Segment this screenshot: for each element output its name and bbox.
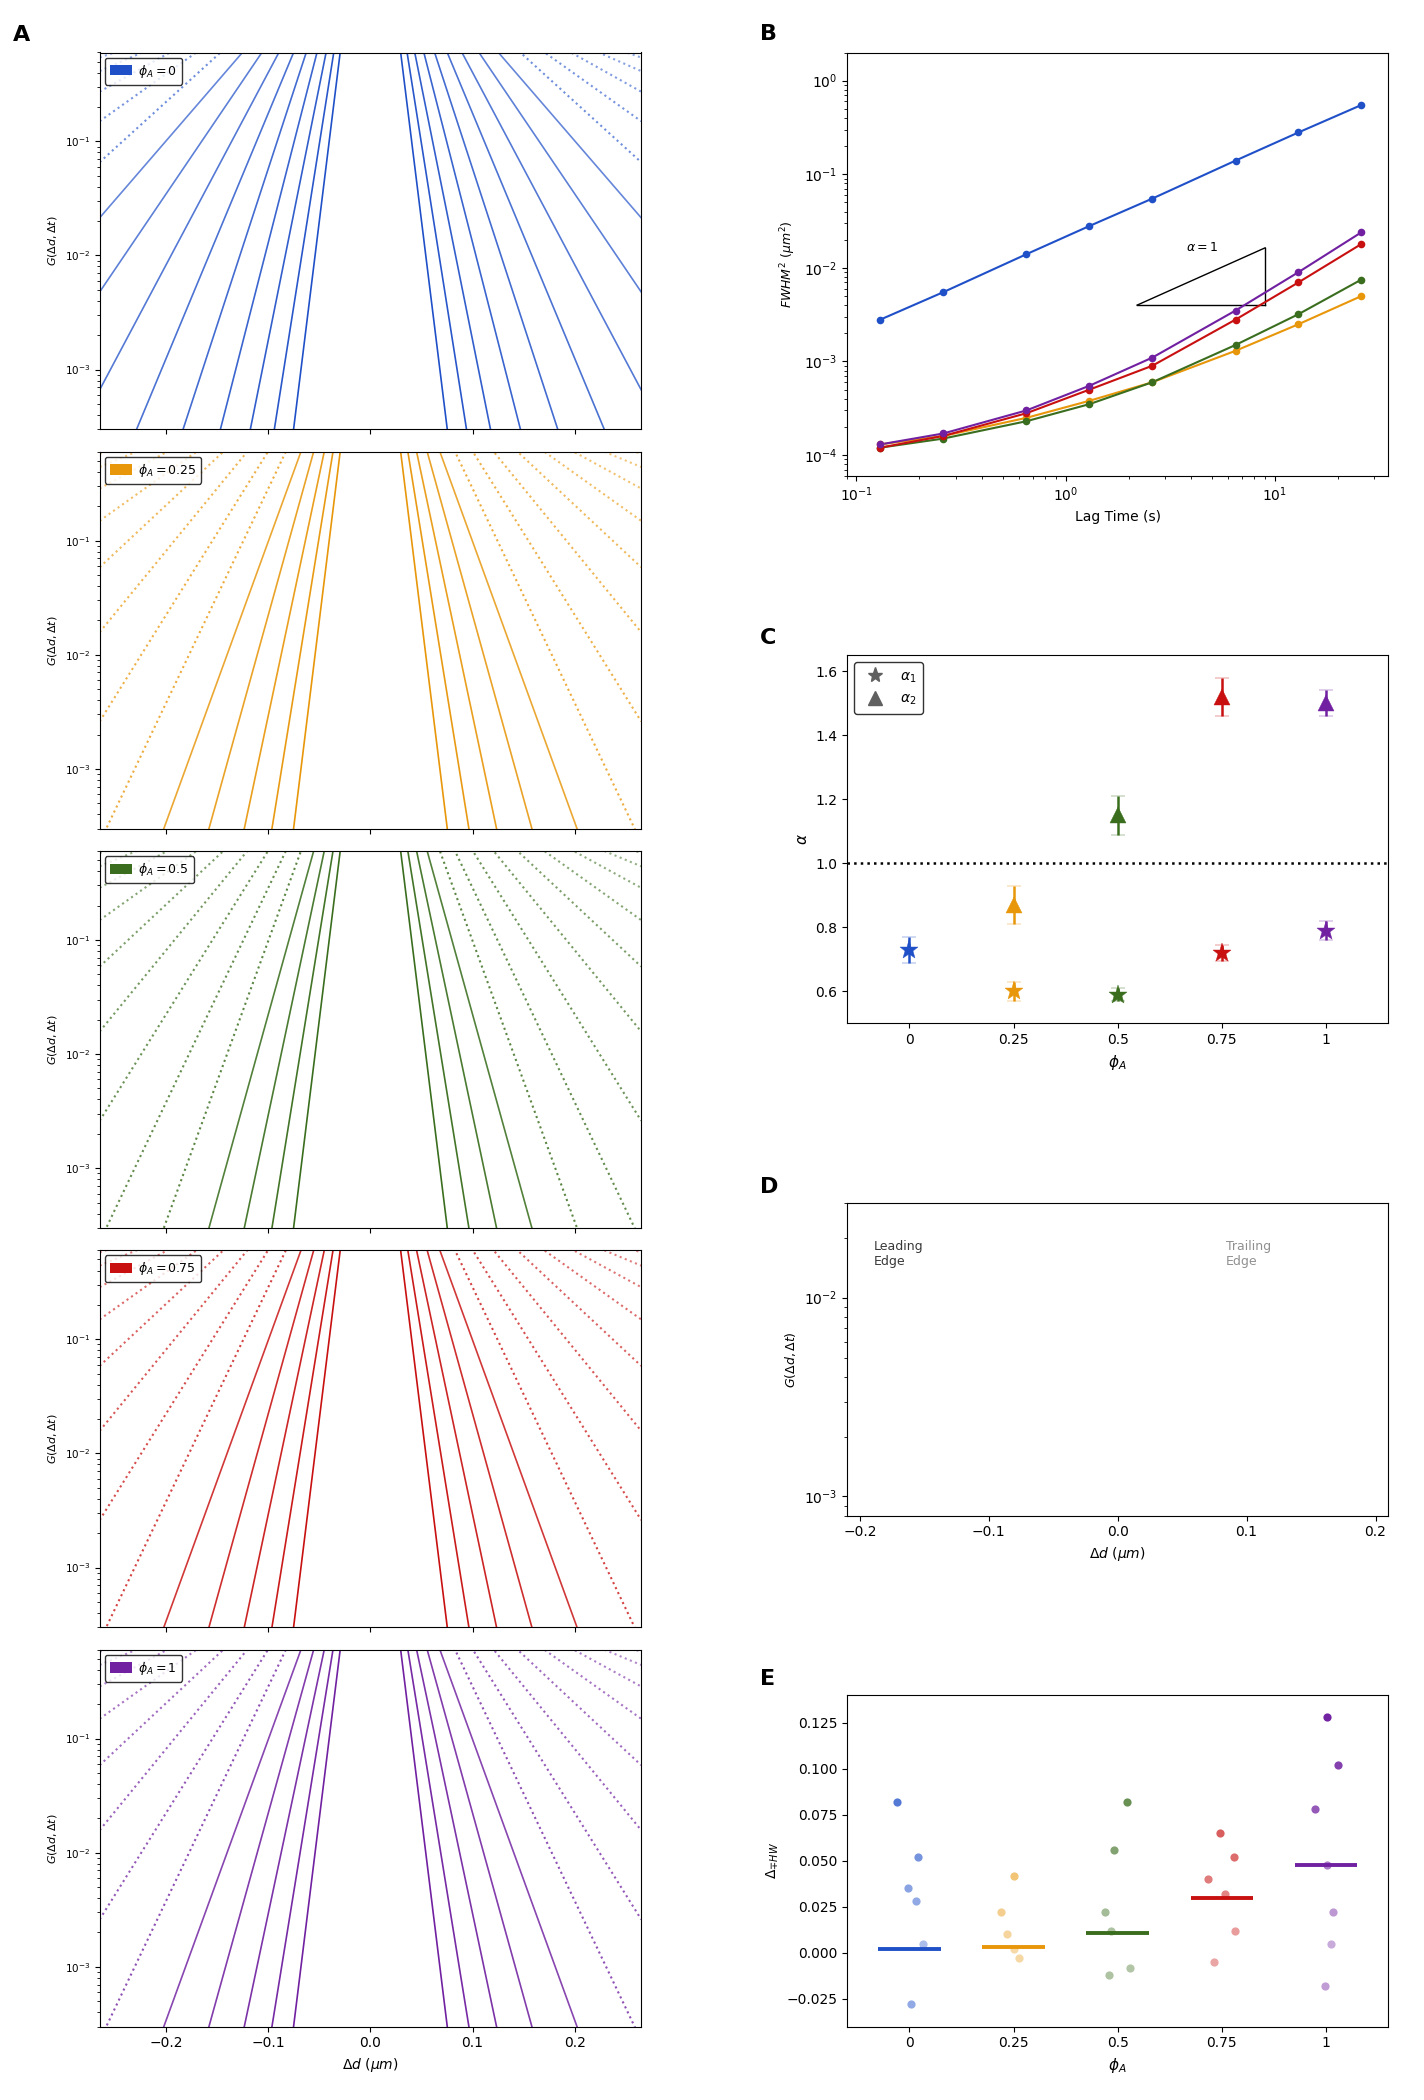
Point xyxy=(899,1987,921,2020)
Y-axis label: $G(\Delta d, \Delta t)$: $G(\Delta d, \Delta t)$ xyxy=(46,216,58,267)
Legend: $\phi_A=0.25$: $\phi_A=0.25$ xyxy=(105,458,201,483)
Y-axis label: $\Delta_{\mp HW}$: $\Delta_{\mp HW}$ xyxy=(765,1842,780,1880)
Point xyxy=(1098,1957,1121,1991)
Point xyxy=(1304,1793,1327,1827)
Y-axis label: $G(\Delta d, \Delta t)$: $G(\Delta d, \Delta t)$ xyxy=(46,1413,58,1464)
Point xyxy=(1101,1913,1124,1947)
Point xyxy=(904,1884,927,1917)
Text: E: E xyxy=(760,1670,776,1688)
Point xyxy=(1320,1928,1343,1961)
Point xyxy=(1209,1816,1232,1850)
Point xyxy=(886,1785,909,1819)
Point xyxy=(1213,1877,1236,1911)
Text: Leading
Edge: Leading Edge xyxy=(874,1241,924,1268)
Point xyxy=(911,1928,934,1961)
Y-axis label: $\alpha$: $\alpha$ xyxy=(795,834,809,846)
Point xyxy=(1316,1701,1339,1735)
Point xyxy=(1313,1970,1336,2003)
X-axis label: $\Delta d$ $(\mu m)$: $\Delta d$ $(\mu m)$ xyxy=(1089,1546,1146,1562)
Text: Trailing
Edge: Trailing Edge xyxy=(1226,1241,1272,1268)
Point xyxy=(1115,1785,1138,1819)
Point xyxy=(1118,1951,1141,1984)
Point xyxy=(1002,1932,1025,1966)
Y-axis label: $G(\Delta d, \Delta t)$: $G(\Delta d, \Delta t)$ xyxy=(783,1331,799,1388)
Text: B: B xyxy=(760,23,778,44)
Point xyxy=(1327,1749,1350,1783)
Point xyxy=(1102,1833,1125,1867)
Point xyxy=(906,1840,928,1873)
Legend: $\phi_A=0.75$: $\phi_A=0.75$ xyxy=(105,1256,201,1283)
Text: D: D xyxy=(760,1176,779,1197)
X-axis label: $\phi_A$: $\phi_A$ xyxy=(1108,2056,1126,2075)
Point xyxy=(1223,1913,1246,1947)
Y-axis label: $G(\Delta d, \Delta t)$: $G(\Delta d, \Delta t)$ xyxy=(46,615,58,666)
Legend: $\phi_A=1$: $\phi_A=1$ xyxy=(105,1655,182,1682)
Point xyxy=(1002,1858,1025,1892)
Text: A: A xyxy=(13,25,30,44)
Legend: $\alpha_1$, $\alpha_2$: $\alpha_1$, $\alpha_2$ xyxy=(854,662,923,714)
Y-axis label: $G(\Delta d, \Delta t)$: $G(\Delta d, \Delta t)$ xyxy=(46,1812,58,1863)
Point xyxy=(990,1896,1012,1930)
Y-axis label: $FWHM^2$ $(\mu m^2)$: $FWHM^2$ $(\mu m^2)$ xyxy=(779,220,797,309)
Point xyxy=(1316,1848,1339,1882)
Point xyxy=(1196,1863,1219,1896)
Point xyxy=(1007,1942,1030,1976)
X-axis label: $\Delta d$ $(\mu m)$: $\Delta d$ $(\mu m)$ xyxy=(342,2056,399,2075)
Point xyxy=(896,1871,918,1905)
Legend: $\phi_A=0.5$: $\phi_A=0.5$ xyxy=(105,857,194,884)
X-axis label: Lag Time (s): Lag Time (s) xyxy=(1075,510,1161,523)
Point xyxy=(995,1917,1018,1951)
Y-axis label: $G(\Delta d, \Delta t)$: $G(\Delta d, \Delta t)$ xyxy=(46,1014,58,1065)
Legend: $\phi_A=0$: $\phi_A=0$ xyxy=(105,57,182,84)
Point xyxy=(1321,1896,1344,1930)
Point xyxy=(1223,1840,1246,1873)
X-axis label: $\phi_A$: $\phi_A$ xyxy=(1108,1052,1126,1071)
Point xyxy=(1202,1945,1225,1978)
Text: C: C xyxy=(760,628,776,649)
Point xyxy=(1094,1896,1116,1930)
Text: $\alpha = 1$: $\alpha = 1$ xyxy=(1186,242,1219,254)
